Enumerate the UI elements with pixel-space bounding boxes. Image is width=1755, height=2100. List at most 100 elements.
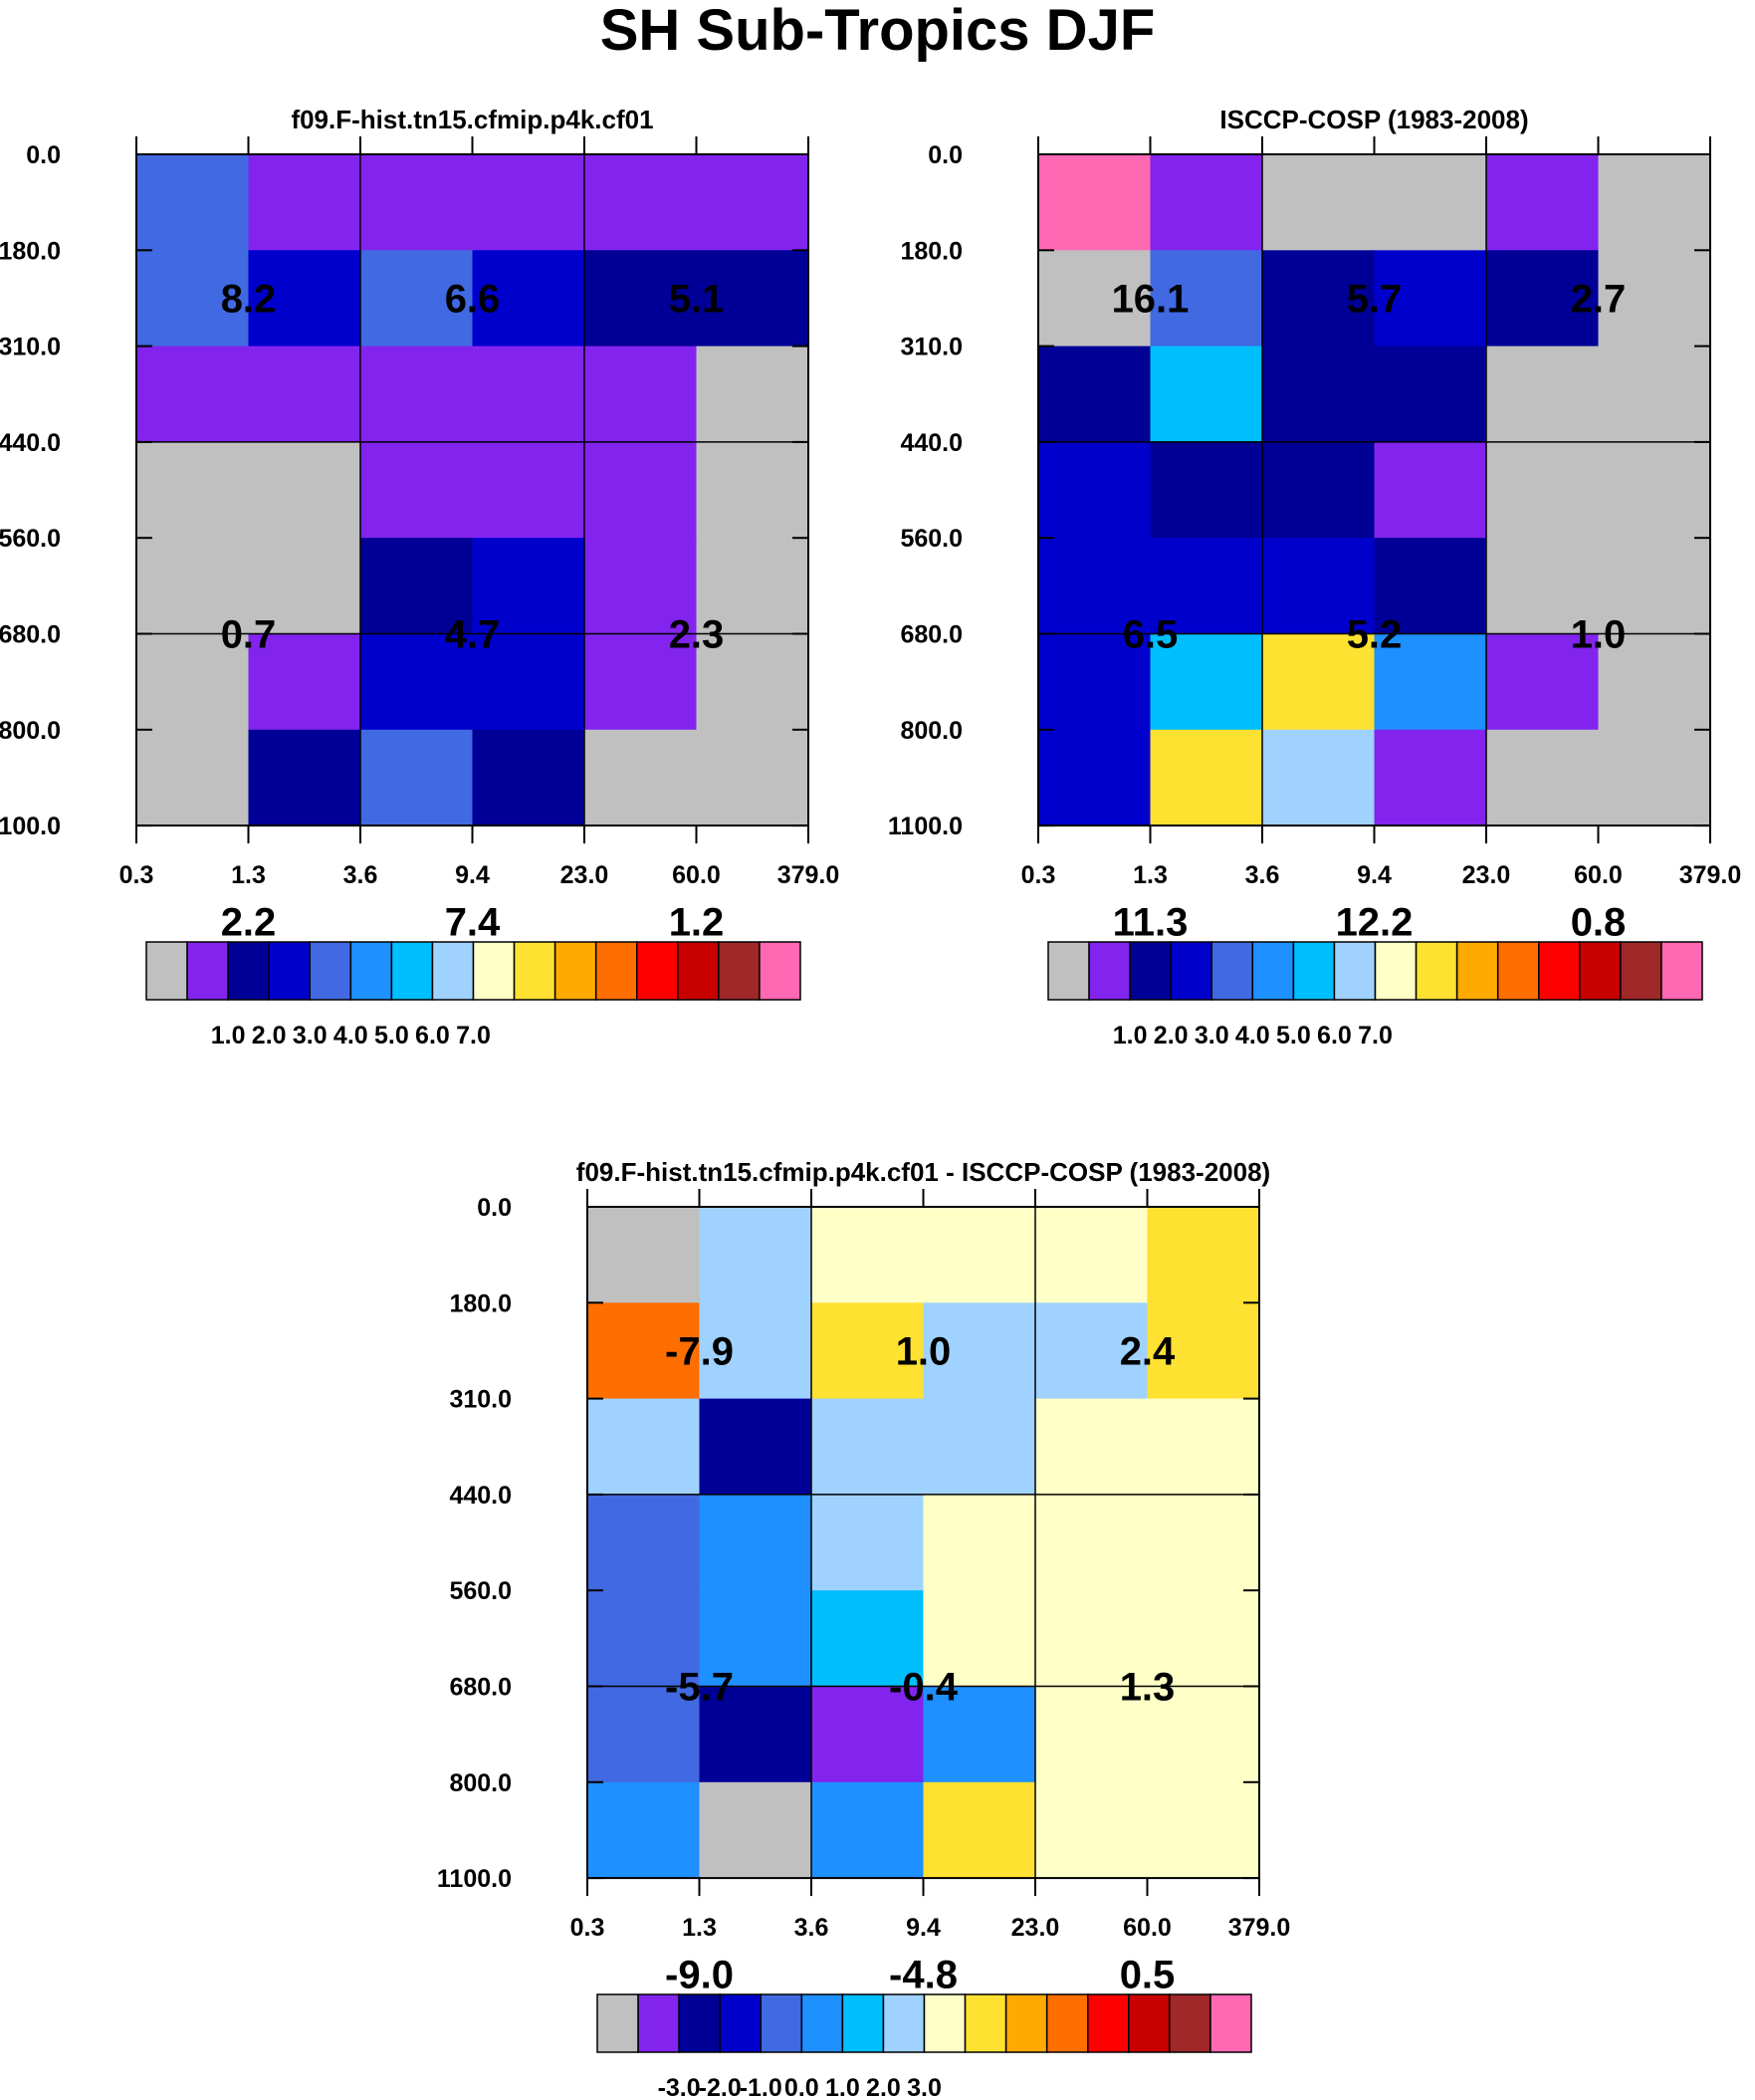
heatmap-cell bbox=[136, 250, 250, 348]
colorbar-swatch bbox=[513, 941, 556, 1001]
colorbar-label: 4.0 bbox=[333, 1022, 368, 1050]
colorbar-swatch bbox=[1169, 1993, 1211, 2053]
y-tick-label: 680.0 bbox=[0, 621, 61, 649]
heatmap-cell bbox=[923, 1686, 1036, 1783]
heatmap-cell bbox=[1598, 154, 1711, 251]
heatmap-cell bbox=[1262, 154, 1376, 251]
figure-title: SH Sub-Tropics DJF bbox=[599, 0, 1156, 63]
y-tick-label: 440.0 bbox=[0, 429, 61, 457]
colorbar-swatch bbox=[637, 1993, 680, 2053]
colorbar-swatch bbox=[1088, 941, 1131, 1001]
data-label: 6.5 bbox=[1123, 613, 1179, 657]
data-label: 1.0 bbox=[896, 1329, 952, 1373]
heatmap-cell bbox=[1035, 1686, 1149, 1783]
colorbar-swatch bbox=[1415, 941, 1458, 1001]
y-tick-label: 560.0 bbox=[900, 525, 963, 553]
heatmap-cell bbox=[587, 1494, 701, 1591]
y-tick-label: 680.0 bbox=[900, 621, 963, 649]
x-tick-label: 0.3 bbox=[570, 1914, 605, 1942]
heatmap-cell bbox=[136, 729, 250, 826]
heatmap-cell bbox=[811, 1590, 925, 1688]
y-tick-label: 560.0 bbox=[449, 1577, 512, 1605]
heatmap-cell bbox=[360, 346, 474, 443]
x-tick-label: 1.3 bbox=[1133, 861, 1168, 889]
colorbar-swatch bbox=[1374, 941, 1418, 1001]
colorbar-swatch bbox=[678, 1993, 721, 2053]
colorbar-swatch bbox=[1128, 1993, 1171, 2053]
heatmap-cell bbox=[1147, 1781, 1260, 1879]
heatmap-cell bbox=[1486, 441, 1600, 539]
heatmap-cell bbox=[248, 538, 361, 635]
colorbar-swatch bbox=[718, 941, 761, 1001]
heatmap-cell bbox=[1486, 154, 1600, 251]
x-tick-label: 9.4 bbox=[906, 1914, 941, 1942]
colorbar-swatch bbox=[472, 941, 516, 1001]
colorbar-label: 3.0 bbox=[907, 2074, 942, 2100]
colorbar-label: 5.0 bbox=[1276, 1022, 1311, 1050]
heatmap-cell bbox=[1038, 729, 1152, 826]
data-label: 16.1 bbox=[1112, 277, 1190, 321]
heatmap-cell bbox=[1598, 346, 1711, 443]
x-tick-label: 3.6 bbox=[1245, 861, 1280, 889]
heatmap-cell bbox=[923, 1207, 1036, 1303]
x-tick-label: 23.0 bbox=[1462, 861, 1511, 889]
heatmap-cell bbox=[360, 441, 474, 539]
colorbar-label: 2.0 bbox=[866, 2074, 901, 2100]
data-label: 0.8 bbox=[1571, 900, 1627, 944]
heatmap-cell bbox=[1147, 1686, 1260, 1783]
colorbar-swatch bbox=[1579, 941, 1622, 1001]
y-tick-label: 180.0 bbox=[0, 237, 61, 265]
x-tick-label: 379.0 bbox=[777, 861, 840, 889]
heatmap-cell bbox=[1598, 441, 1711, 539]
heatmap-cell bbox=[811, 1686, 925, 1783]
heatmap-cell bbox=[1486, 633, 1600, 731]
heatmap-cell bbox=[1035, 1781, 1149, 1879]
y-tick-label: 680.0 bbox=[449, 1674, 512, 1702]
colorbar-label: -2.0 bbox=[699, 2074, 742, 2100]
heatmap-cell bbox=[696, 346, 809, 443]
heatmap-cell bbox=[1374, 346, 1487, 443]
heatmap-cell bbox=[360, 538, 474, 635]
y-tick-label: 0.0 bbox=[928, 141, 963, 169]
heatmap-cell bbox=[696, 633, 809, 731]
colorbar-label: 1.0 bbox=[211, 1022, 246, 1050]
heatmap-cell bbox=[1150, 250, 1263, 348]
heatmap-cell bbox=[472, 154, 585, 251]
heatmap-cell bbox=[811, 1494, 925, 1591]
heatmap-cell bbox=[587, 1302, 701, 1400]
colorbar-label: 3.0 bbox=[293, 1022, 328, 1050]
colorbar-swatch bbox=[1129, 941, 1172, 1001]
heatmap-cell bbox=[360, 633, 474, 731]
heatmap-cell bbox=[360, 729, 474, 826]
colorbar-swatch bbox=[145, 941, 188, 1001]
heatmap-cell bbox=[1150, 346, 1263, 443]
heatmap-cell bbox=[1598, 729, 1711, 826]
heatmap-cell bbox=[584, 729, 698, 826]
heatmap-cell bbox=[587, 1590, 701, 1688]
heatmap-cell bbox=[1035, 1590, 1149, 1688]
heatmap-cell bbox=[1038, 346, 1152, 443]
heatmap-cell bbox=[923, 1781, 1036, 1879]
y-tick-label: 0.0 bbox=[477, 1194, 512, 1222]
heatmap-cell bbox=[360, 250, 474, 348]
y-tick-label: 180.0 bbox=[449, 1289, 512, 1317]
colorbar-label: 1.0 bbox=[1113, 1022, 1148, 1050]
colorbar-swatch bbox=[882, 1993, 926, 2053]
y-tick-label: 1100.0 bbox=[888, 813, 963, 840]
heatmap-cell bbox=[811, 1781, 925, 1879]
data-label: -9.0 bbox=[665, 1953, 734, 1996]
heatmap-cell bbox=[1262, 538, 1376, 635]
data-label: -5.7 bbox=[665, 1666, 734, 1710]
colorbar-swatch bbox=[964, 1993, 1007, 2053]
x-tick-label: 0.3 bbox=[119, 861, 154, 889]
heatmap-cell bbox=[1598, 250, 1711, 348]
x-tick-label: 60.0 bbox=[672, 861, 721, 889]
heatmap-cell bbox=[1035, 1398, 1149, 1496]
heatmap-cell bbox=[923, 1302, 1036, 1400]
heatmap-cell bbox=[1147, 1494, 1260, 1591]
heatmap-cell bbox=[248, 441, 361, 539]
colorbar-swatch bbox=[1455, 941, 1499, 1001]
y-tick-label: 800.0 bbox=[449, 1769, 512, 1797]
data-label: 5.7 bbox=[1347, 277, 1403, 321]
heatmap-cell bbox=[1598, 538, 1711, 635]
